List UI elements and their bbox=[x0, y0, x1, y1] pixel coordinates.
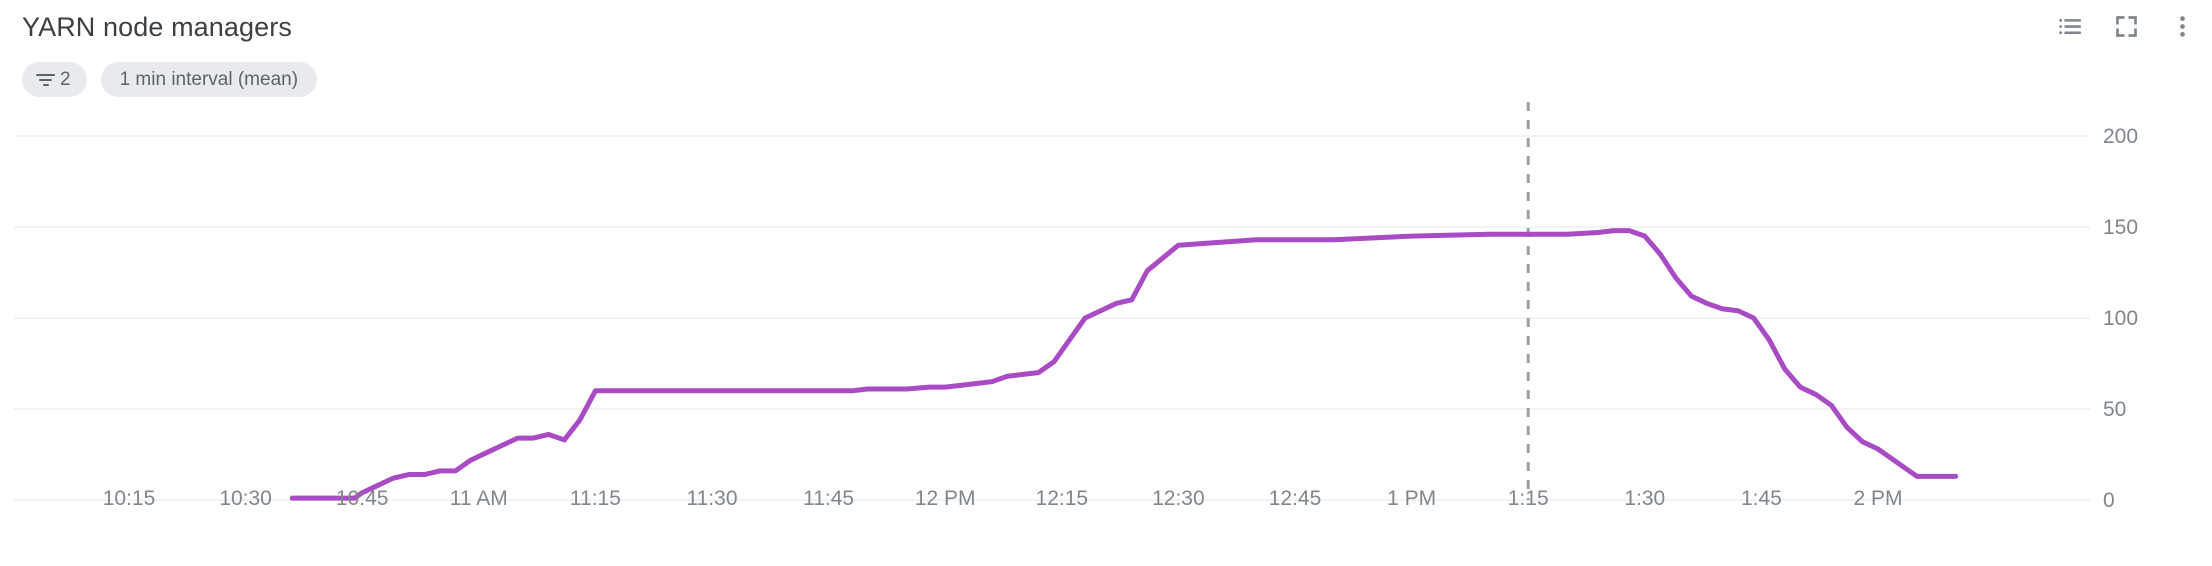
y-axis-tick-label: 150 bbox=[2103, 216, 2139, 239]
x-axis-tick-label: 12:45 bbox=[1268, 487, 1322, 510]
x-axis-tick-label: 12:15 bbox=[1035, 487, 1089, 510]
fullscreen-button[interactable] bbox=[2106, 6, 2146, 46]
chip-row: 2 1 min interval (mean) bbox=[22, 62, 318, 97]
x-axis-tick-label: 10:15 bbox=[102, 487, 156, 510]
more-vert-icon bbox=[2169, 13, 2196, 40]
y-axis-tick-label: 50 bbox=[2103, 398, 2127, 421]
x-axis-tick-label: 1:30 bbox=[1624, 487, 1666, 510]
x-axis-tick-label: 1:15 bbox=[1507, 487, 1549, 510]
gridlines bbox=[14, 135, 2090, 501]
x-axis-tick-label: 11:30 bbox=[686, 487, 738, 510]
y-axis-tick-label: 0 bbox=[2103, 489, 2115, 512]
x-axis-tick-label: 1 PM bbox=[1387, 487, 1437, 510]
filter-chip-label: 2 bbox=[60, 69, 71, 90]
header-actions bbox=[2050, 6, 2202, 46]
x-axis-tick-label: 12:30 bbox=[1152, 487, 1205, 510]
more-options-button[interactable] bbox=[2162, 6, 2202, 46]
interval-chip-label: 1 min interval (mean) bbox=[119, 69, 299, 90]
x-axis-tick-label: 10:45 bbox=[335, 487, 389, 510]
x-axis-tick-label: 2 PM bbox=[1853, 487, 1903, 510]
x-axis-tick-label: 11:15 bbox=[569, 487, 621, 510]
y-axis-tick-label: 100 bbox=[2103, 307, 2139, 330]
x-axis-tick-label: 11:45 bbox=[803, 487, 855, 510]
page-title: YARN node managers bbox=[22, 12, 292, 42]
filter-icon bbox=[35, 69, 56, 90]
panel-header: YARN node managers 2 1 min interval (mea… bbox=[0, 0, 2212, 97]
filter-chip[interactable]: 2 bbox=[22, 62, 87, 97]
fullscreen-icon bbox=[2113, 13, 2140, 40]
interval-chip[interactable]: 1 min interval (mean) bbox=[100, 62, 318, 97]
series-lines bbox=[289, 228, 1959, 501]
x-axis-tick-label: 11 AM bbox=[449, 487, 508, 510]
series-line bbox=[289, 228, 1959, 501]
chart-svg bbox=[14, 102, 2090, 501]
x-axis-tick-label: 10:30 bbox=[219, 487, 272, 510]
legend-toggle-button[interactable] bbox=[2050, 6, 2090, 46]
x-axis-tick-label: 12 PM bbox=[914, 487, 976, 510]
x-axis-tick-label: 1:45 bbox=[1740, 487, 1782, 510]
chart-plot-area[interactable]: 0 50 100 150 200 10:15 10:30 10:45 11 AM 11:15 11… bbox=[0, 92, 2212, 566]
y-axis-tick-label: 200 bbox=[2103, 125, 2139, 148]
legend-icon bbox=[2057, 13, 2084, 40]
